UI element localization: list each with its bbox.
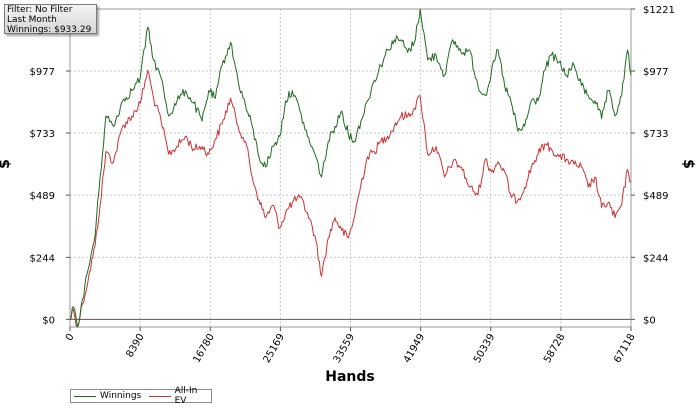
series-line-winnings: [69, 8, 632, 328]
legend-item-winnings: Winnings: [74, 391, 141, 401]
x-tick-label: 41949: [402, 332, 427, 365]
x-tick-label: 50339: [472, 332, 497, 365]
y-tick-label-left: $0: [42, 315, 55, 326]
y-tick-label-left: $977: [30, 67, 55, 78]
y-axis-title-right: $: [680, 159, 696, 169]
y-tick-label-right: $489: [643, 191, 668, 202]
x-tick-label: 16780: [191, 332, 216, 365]
series-line-allin-ev: [69, 69, 632, 328]
y-tick-label-left: $733: [30, 129, 55, 140]
x-axis-title: Hands: [325, 369, 375, 385]
y-tick-label-right: $1221: [643, 5, 675, 16]
y-tick-label-right: $977: [643, 67, 668, 78]
y-tick-label-left: $244: [30, 253, 55, 264]
x-tick-label: 25169: [262, 332, 287, 365]
x-tick-label: 58728: [542, 332, 567, 365]
plot-frame: [69, 8, 632, 328]
filter-info-box: Filter: No Filter Last Month Winnings: $…: [4, 4, 97, 35]
legend-swatch-winnings: [74, 395, 96, 397]
legend-item-allin-ev: All-In EV: [149, 386, 211, 406]
x-tick-label: 0: [64, 332, 77, 343]
y-tick-label-right: $0: [643, 315, 656, 326]
legend-label-allin-ev: All-In EV: [174, 386, 198, 406]
x-tick-label: 67118: [612, 332, 637, 365]
period-text: Last Month: [7, 15, 57, 25]
filter-text: Filter: No Filter: [7, 5, 73, 15]
y-tick-label-right: $733: [643, 129, 668, 140]
x-tick-label: 8390: [124, 332, 146, 360]
legend-label-winnings: Winnings: [100, 391, 142, 401]
series-lines: [69, 8, 632, 328]
axes: [66, 8, 635, 331]
winnings-text: Winnings: $933.29: [7, 25, 92, 35]
y-axis-title-left: $: [0, 159, 13, 169]
y-tick-label-right: $244: [643, 253, 668, 264]
y-tick-label-left: $489: [30, 191, 55, 202]
x-tick-label: 33559: [332, 332, 357, 365]
legend-swatch-allin-ev: [149, 395, 171, 397]
grid-lines: [70, 8, 631, 327]
tick-labels: $0 $0 $244 $244 $489 $489 $733 $733 $977 $977 $122…: [23, 5, 675, 365]
legend: Winnings All-In EV: [70, 386, 212, 406]
